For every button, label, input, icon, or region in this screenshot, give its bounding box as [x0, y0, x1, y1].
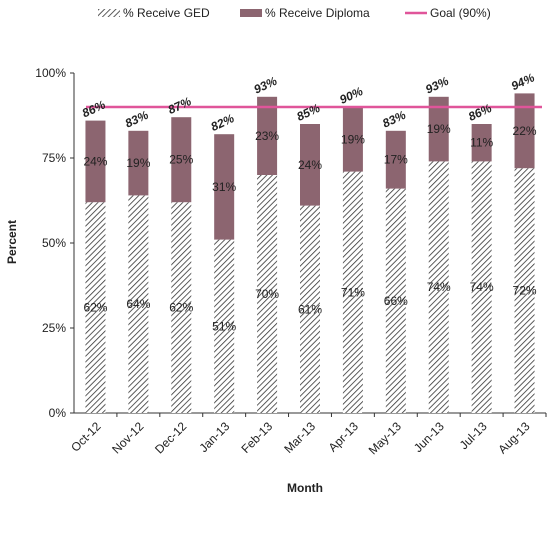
bars: [85, 93, 535, 413]
label-total: 93%: [423, 74, 451, 97]
label-ged: 62%: [169, 301, 193, 315]
bar-diploma: [471, 124, 492, 162]
x-tick-label: Apr-13: [326, 419, 362, 455]
bar-ged: [342, 171, 363, 413]
y-axis-title: Percent: [5, 220, 19, 264]
legend-ged-swatch: [98, 9, 120, 17]
x-tick-label: Dec-12: [152, 419, 189, 456]
label-ged: 61%: [298, 302, 322, 316]
label-total: 83%: [123, 108, 151, 131]
label-diploma: 23%: [255, 129, 279, 143]
bar-ged: [300, 205, 320, 413]
label-total: 94%: [509, 70, 537, 93]
x-tick-label: Jul-13: [457, 419, 490, 452]
bar-diploma: [428, 96, 449, 162]
bar-diploma: [214, 134, 235, 240]
label-total: 85%: [294, 101, 322, 124]
label-ged: 51%: [212, 319, 236, 333]
y-tick-label: 100%: [35, 66, 66, 80]
bar-ged: [214, 239, 235, 413]
label-diploma: 19%: [341, 132, 365, 146]
legend-goal-label: Goal (90%): [430, 6, 491, 20]
label-diploma: 31%: [212, 180, 236, 194]
label-diploma: 25%: [169, 153, 193, 167]
y-tick-label: 50%: [42, 236, 66, 250]
x-tick-label: May-13: [366, 419, 404, 457]
x-axis-title: Month: [287, 481, 323, 495]
label-total: 90%: [337, 84, 365, 107]
bar-ged: [128, 195, 149, 413]
label-total: 86%: [466, 101, 494, 124]
bar-diploma: [300, 124, 320, 206]
label-total: 93%: [252, 74, 280, 97]
legend-ged-label: % Receive GED: [123, 6, 210, 20]
label-ged: 62%: [83, 301, 107, 315]
label-total: 83%: [380, 108, 408, 131]
y-tick-label: 25%: [42, 321, 66, 335]
y-tick-label: 75%: [42, 151, 66, 165]
bar-ged: [428, 161, 449, 413]
bar-ged: [385, 188, 406, 413]
label-ged: 71%: [341, 285, 365, 299]
x-tick-label: Mar-13: [281, 419, 318, 456]
bar-ged: [471, 161, 492, 413]
legend-diploma-label: % Receive Diploma: [265, 6, 370, 20]
bar-diploma: [385, 130, 406, 189]
label-diploma: 24%: [83, 154, 107, 168]
bar-ged: [514, 168, 535, 413]
label-ged: 70%: [255, 287, 279, 301]
label-diploma: 22%: [513, 124, 537, 138]
bar-diploma: [128, 130, 149, 196]
label-total: 82%: [209, 111, 237, 134]
x-tick-label: Jan-13: [196, 419, 232, 455]
bar-ged: [171, 202, 192, 413]
label-total: 87%: [166, 94, 194, 117]
y-tick-label: 0%: [49, 406, 67, 420]
label-diploma: 24%: [298, 158, 322, 172]
label-ged: 74%: [427, 280, 451, 294]
legend-diploma-swatch: [240, 9, 262, 17]
label-ged: 72%: [513, 284, 537, 298]
x-tick-label: Aug-13: [495, 419, 532, 456]
x-tick-label: Oct-12: [68, 419, 104, 455]
label-diploma: 11%: [470, 136, 493, 150]
x-tick-label: Feb-13: [238, 419, 275, 456]
bar-diploma: [514, 93, 535, 169]
bar-diploma: [85, 120, 106, 203]
label-diploma: 19%: [427, 122, 451, 136]
legend: % Receive GED % Receive Diploma Goal (90…: [98, 6, 491, 20]
label-total: 86%: [80, 97, 108, 120]
bar-diploma: [171, 117, 192, 203]
axes: 0% 25% 50% 75% 100% Oct-12 Nov-12 Dec-12 Jan-13 F…: [35, 66, 547, 457]
bar-diploma: [257, 96, 278, 175]
label-diploma: 17%: [384, 153, 408, 167]
bar-ged: [257, 175, 278, 413]
label-ged: 74%: [470, 280, 494, 294]
bar-ged: [85, 202, 106, 413]
x-tick-label: Nov-12: [109, 419, 146, 456]
label-diploma: 19%: [126, 156, 150, 170]
label-ged: 66%: [384, 294, 408, 308]
bar-diploma: [342, 107, 363, 172]
label-ged: 64%: [126, 297, 150, 311]
x-tick-label: Jun-13: [411, 419, 447, 455]
